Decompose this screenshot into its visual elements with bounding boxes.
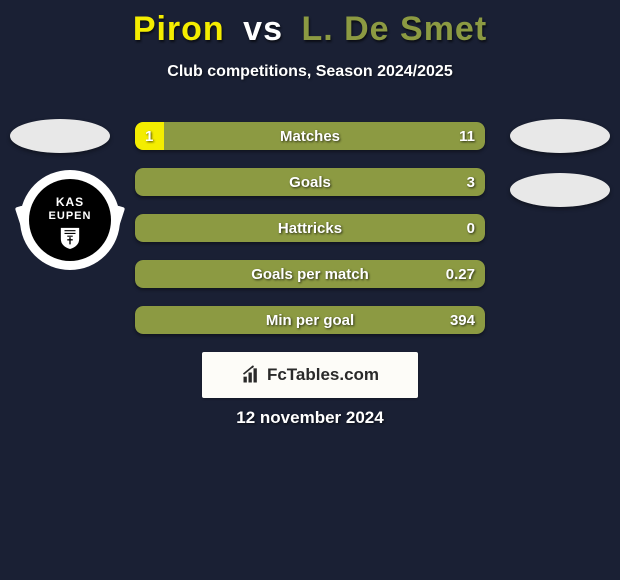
stat-bar-right-value: 0.27 (446, 260, 475, 288)
club-badge-line2: EUPEN (49, 210, 92, 222)
stat-bar-row: Min per goal394 (135, 306, 485, 334)
footer-date: 12 november 2024 (0, 408, 620, 428)
stat-bar-label: Goals (135, 168, 485, 196)
comparison-title: Piron vs L. De Smet (0, 0, 620, 49)
player1-name: Piron (133, 10, 225, 48)
stat-bar-left-value: 1 (145, 122, 153, 150)
stat-bar-right-value: 11 (459, 122, 475, 150)
player1-club-badge: KAS EUPEN (20, 170, 120, 270)
stat-bar-label: Goals per match (135, 260, 485, 288)
stat-bar-label: Hattricks (135, 214, 485, 242)
brand-text: FcTables.com (267, 365, 379, 385)
stat-bar-row: Matches111 (135, 122, 485, 150)
brand-box[interactable]: FcTables.com (202, 352, 418, 398)
stat-bar-label: Matches (135, 122, 485, 150)
stat-bar-row: Goals3 (135, 168, 485, 196)
stat-bar-right-value: 3 (467, 168, 475, 196)
player2-club-placeholder (510, 173, 610, 207)
club-badge-line1: KAS (56, 195, 84, 209)
stats-bars: Matches111Goals3Hattricks0Goals per matc… (135, 122, 485, 352)
brand-chart-icon (241, 365, 261, 385)
subtitle: Club competitions, Season 2024/2025 (0, 63, 620, 81)
club-shield-icon (59, 226, 81, 250)
vs-text: vs (243, 10, 283, 48)
player2-avatar-placeholder (510, 119, 610, 153)
stat-bar-right-value: 0 (467, 214, 475, 242)
player1-avatar-placeholder (10, 119, 110, 153)
stat-bar-label: Min per goal (135, 306, 485, 334)
player2-name: L. De Smet (301, 10, 487, 48)
stat-bar-row: Hattricks0 (135, 214, 485, 242)
stat-bar-right-value: 394 (450, 306, 475, 334)
stat-bar-row: Goals per match0.27 (135, 260, 485, 288)
